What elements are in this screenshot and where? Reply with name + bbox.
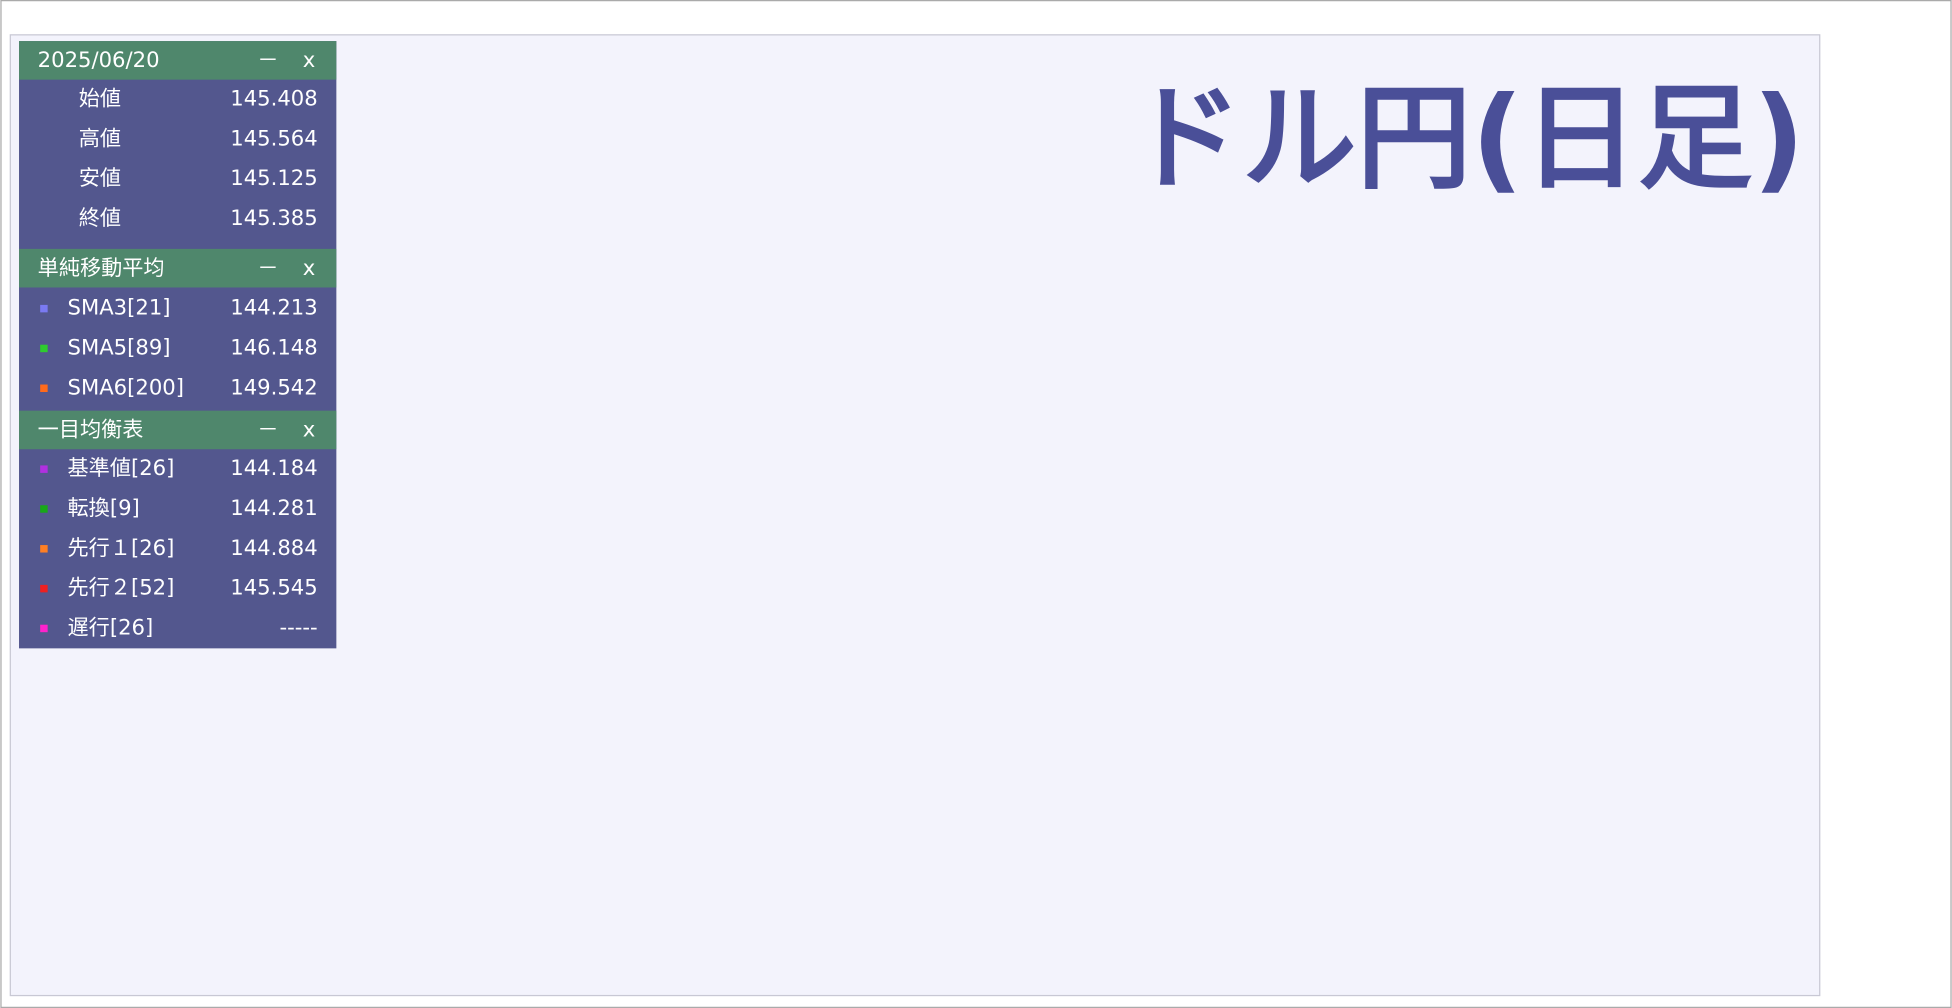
legend-name: SMA3[21] <box>68 295 171 320</box>
legend-name: SMA6[200] <box>68 374 184 399</box>
minimize-button[interactable]: － <box>257 255 278 280</box>
legend-value: 144.213 <box>230 295 317 320</box>
close-button[interactable]: x <box>303 417 316 442</box>
legend-value: 144.184 <box>230 455 317 480</box>
legend-name: 基準値[26] <box>68 455 175 480</box>
panel-header-title: 2025/06/20 <box>38 47 160 72</box>
ohlc-label: 安値 <box>79 165 121 190</box>
legend-swatch <box>40 624 48 633</box>
panel-header <box>19 248 337 288</box>
minimize-button[interactable]: － <box>257 47 278 72</box>
ohlc-label: 終値 <box>79 205 121 230</box>
minimize-button[interactable]: － <box>257 417 278 442</box>
close-button[interactable]: x <box>303 255 316 280</box>
ohlc-value: 145.564 <box>230 125 317 150</box>
legend-swatch <box>40 304 48 313</box>
legend-value: 144.281 <box>230 495 317 520</box>
info-panel: 2025/06/20 － x 始値 145.408 高値 145.564 安値 145.125 終… <box>19 41 337 649</box>
legend-swatch <box>40 584 48 593</box>
chart-title: ドル円(日足) <box>1128 72 1805 205</box>
legend-value: 149.542 <box>230 374 317 399</box>
legend-name: 転換[9] <box>68 495 140 520</box>
legend-name: 先行１[26] <box>68 535 175 560</box>
legend-name: SMA5[89] <box>68 334 171 359</box>
ohlc-label: 始値 <box>79 86 121 111</box>
legend-swatch <box>40 384 48 392</box>
legend-swatch <box>40 465 48 473</box>
legend-value: 144.884 <box>230 535 317 560</box>
close-button[interactable]: x <box>303 47 316 72</box>
legend-value: ----- <box>280 614 318 639</box>
panel-header <box>19 41 337 80</box>
ohlc-label: 高値 <box>79 125 121 150</box>
legend-swatch <box>40 505 48 513</box>
legend-value: 146.148 <box>230 334 317 359</box>
panel-header-title: 一目均衡表 <box>38 417 144 442</box>
legend-name: 遅行[26] <box>68 614 154 639</box>
legend-swatch <box>40 344 48 353</box>
panel-bg <box>19 41 337 649</box>
legend-name: 先行２[52] <box>68 575 175 600</box>
legend-value: 145.545 <box>230 575 317 600</box>
ohlc-value: 145.408 <box>230 86 317 111</box>
panel-header <box>19 410 337 450</box>
panel-header-title: 単純移動平均 <box>38 255 165 280</box>
ohlc-value: 145.125 <box>230 165 317 190</box>
legend-swatch <box>40 545 48 553</box>
ohlc-value: 145.385 <box>230 205 317 230</box>
